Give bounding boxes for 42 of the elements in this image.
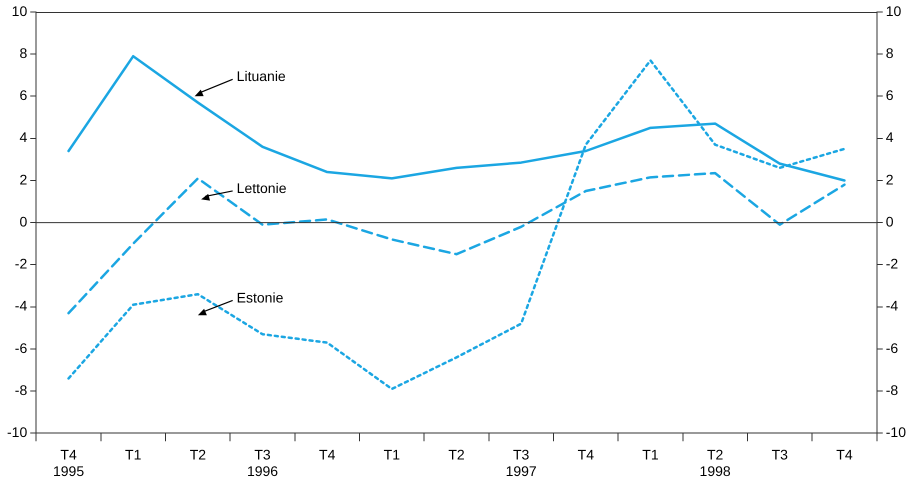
text: Lituanie bbox=[236, 68, 286, 84]
y2-tick-label: -10 bbox=[886, 424, 906, 440]
y-tick-label: 6 bbox=[19, 87, 28, 104]
text: 1997 bbox=[506, 463, 537, 480]
x-tick-label: T2 bbox=[448, 446, 465, 462]
y2-tick-label: 10 bbox=[886, 2, 902, 19]
y-tick-label: -6 bbox=[14, 340, 28, 356]
y2-tick-label: -2 bbox=[886, 256, 898, 272]
y2-tick-label: 0 bbox=[886, 213, 894, 230]
y-tick-label: -8 bbox=[14, 382, 28, 398]
y-tick-label: 0 bbox=[19, 213, 28, 230]
x-tick-label: T2 bbox=[706, 446, 724, 462]
y-tick-label: -2 bbox=[14, 256, 28, 272]
y2-tick-label: -6 bbox=[886, 340, 898, 356]
x-tick-label: T4 bbox=[836, 446, 853, 462]
x-tick-label: T4 bbox=[578, 446, 594, 462]
text: 1996 bbox=[246, 463, 278, 480]
text: 1995 bbox=[52, 463, 84, 480]
x-tick-label: T1 bbox=[642, 446, 659, 462]
x-tick-label: T3 bbox=[512, 446, 530, 462]
series-label: Estonie bbox=[236, 289, 284, 306]
y2-tick-label: -4 bbox=[886, 298, 898, 314]
y2-tick-label: 8 bbox=[886, 44, 894, 61]
y2-tick-label: 2 bbox=[886, 171, 894, 188]
y-tick-label: 10 bbox=[12, 2, 28, 19]
y2-tick-label: -8 bbox=[886, 382, 898, 398]
text: 1998 bbox=[700, 463, 731, 480]
y-tick-label: 8 bbox=[19, 44, 28, 61]
x-tick-label: T4 bbox=[60, 446, 77, 462]
y-tick-label: 2 bbox=[19, 171, 28, 188]
y-tick-label: -4 bbox=[14, 298, 28, 314]
x-tick-label: T3 bbox=[772, 446, 788, 462]
y-tick-label: -10 bbox=[7, 424, 28, 440]
x-tick-label: T1 bbox=[384, 446, 400, 462]
y-tick-label: 4 bbox=[19, 129, 28, 146]
x-tick-label: T3 bbox=[254, 446, 271, 462]
x-tick-label: T1 bbox=[125, 446, 142, 462]
series-label: Lettonie bbox=[236, 180, 287, 196]
x-tick-label: T2 bbox=[190, 446, 206, 462]
y2-tick-label: 6 bbox=[886, 87, 894, 104]
y2-tick-label: 4 bbox=[886, 129, 894, 146]
x-tick-label: T4 bbox=[319, 446, 336, 462]
